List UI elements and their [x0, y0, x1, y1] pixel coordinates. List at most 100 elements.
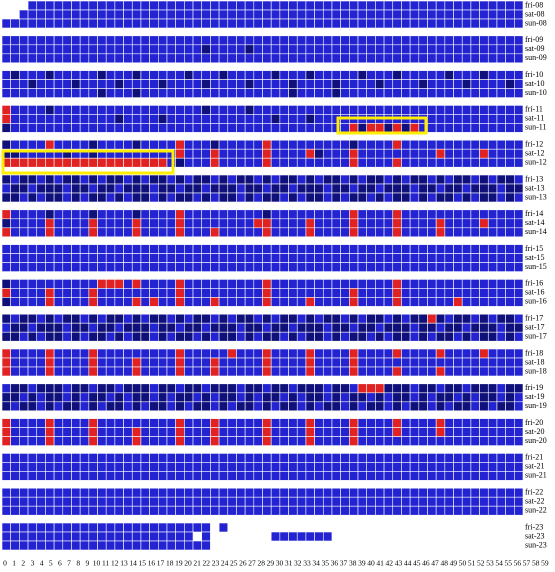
- heatmap-cell: [331, 357, 341, 368]
- heatmap-cell: [314, 487, 324, 498]
- heatmap-cell: [62, 105, 72, 115]
- heatmap-cell: [184, 139, 194, 150]
- heatmap-cell: [158, 253, 168, 263]
- heatmap-cell: [314, 123, 324, 133]
- heatmap-cell: [427, 505, 437, 516]
- heatmap-cell: [427, 279, 437, 289]
- heatmap-cell: [62, 392, 72, 403]
- heatmap-cell: [427, 192, 437, 203]
- heatmap-cell: [149, 0, 159, 11]
- heatmap-cell: [166, 418, 176, 428]
- heatmap-cell: [140, 279, 150, 289]
- heatmap-cell: [1, 297, 11, 307]
- heatmap-cell: [184, 79, 194, 89]
- heatmap-cell: [479, 357, 489, 368]
- heatmap-cell: [253, 123, 263, 133]
- heatmap-cell: [461, 70, 472, 80]
- heatmap-cell: [36, 0, 46, 11]
- heatmap-cell: [131, 331, 142, 342]
- heatmap-cell: [409, 227, 420, 238]
- heatmap-cell: [409, 313, 420, 324]
- heatmap-cell: [305, 331, 315, 342]
- heatmap-cell: [71, 279, 81, 289]
- heatmap-cell: [88, 9, 98, 20]
- heatmap-cell: [357, 357, 367, 368]
- heatmap-cell: [166, 227, 176, 238]
- heatmap-cell: [97, 174, 107, 185]
- heatmap-cell: [270, 79, 281, 89]
- heatmap-cell: [210, 88, 220, 98]
- heatmap-cell: [140, 218, 150, 229]
- heatmap-cell: [357, 297, 367, 307]
- heatmap-cell: [166, 392, 176, 403]
- heatmap-cell: [288, 401, 298, 412]
- heatmap-cell: [36, 505, 46, 516]
- heatmap-cell: [166, 505, 176, 516]
- heatmap-cell: [105, 462, 116, 472]
- heatmap-cell: [36, 522, 46, 533]
- row-label: sat-15: [525, 253, 545, 262]
- heatmap-cell: [149, 288, 159, 298]
- heatmap-cell: [305, 9, 315, 20]
- heatmap-cell: [244, 418, 255, 428]
- heatmap-cell: [114, 357, 124, 368]
- heatmap-cell: [79, 366, 90, 377]
- heatmap-cell: [505, 53, 515, 64]
- heatmap-cell: [505, 313, 515, 324]
- heatmap-cell: [479, 18, 489, 29]
- heatmap-cell: [1, 427, 11, 437]
- heatmap-cell: [140, 70, 150, 80]
- heatmap-cell: [236, 313, 246, 324]
- heatmap-cell: [427, 53, 437, 64]
- heatmap-cell: [88, 18, 98, 29]
- heatmap-cell: [487, 139, 498, 150]
- heatmap-cell: [322, 70, 333, 80]
- heatmap-cell: [1, 436, 11, 446]
- heatmap-cell: [62, 297, 72, 307]
- heatmap-cell: [296, 357, 307, 368]
- heatmap-cell: [349, 313, 359, 324]
- heatmap-cell: [401, 35, 411, 46]
- heatmap-cell: [262, 253, 272, 263]
- heatmap-cell: [479, 487, 489, 498]
- heatmap-cell: [514, 436, 524, 446]
- heatmap-cell: [210, 427, 220, 437]
- heatmap-cell: [45, 462, 55, 472]
- heatmap-cell: [62, 35, 72, 46]
- heatmap-cell: [201, 297, 211, 307]
- heatmap-cell: [470, 209, 480, 220]
- row-label: sat-18: [525, 357, 545, 366]
- heatmap-cell: [418, 288, 428, 298]
- heatmap-cell: [418, 9, 428, 20]
- heatmap-cell: [340, 123, 350, 133]
- heatmap-cell: [392, 192, 402, 203]
- heatmap-cell: [27, 505, 38, 516]
- heatmap-cell: [435, 357, 446, 368]
- heatmap-cell: [236, 288, 246, 298]
- heatmap-cell: [322, 427, 333, 437]
- heatmap-cell: [88, 471, 98, 481]
- heatmap-cell: [62, 0, 72, 11]
- heatmap-cell: [288, 471, 298, 481]
- heatmap-cell: [357, 148, 367, 159]
- heatmap-cell: [409, 297, 420, 307]
- heatmap-cell: [149, 471, 159, 481]
- heatmap-cell: [444, 357, 454, 368]
- heatmap-cell: [10, 253, 20, 263]
- heatmap-cell: [218, 366, 229, 377]
- heatmap-cell: [487, 114, 498, 124]
- heatmap-cell: [279, 366, 289, 377]
- heatmap-cell: [279, 427, 289, 437]
- heatmap-cell: [10, 279, 20, 289]
- heatmap-cell: [97, 279, 107, 289]
- heatmap-cell: [427, 453, 437, 463]
- heatmap-cell: [175, 0, 185, 11]
- heatmap-cell: [418, 471, 428, 481]
- heatmap-cell: [158, 505, 168, 516]
- heatmap-cell: [505, 366, 515, 377]
- heatmap-cell: [45, 44, 55, 55]
- heatmap-cell: [71, 79, 81, 89]
- heatmap-cell: [236, 218, 246, 229]
- heatmap-cell: [461, 139, 472, 150]
- heatmap-cell: [218, 462, 229, 472]
